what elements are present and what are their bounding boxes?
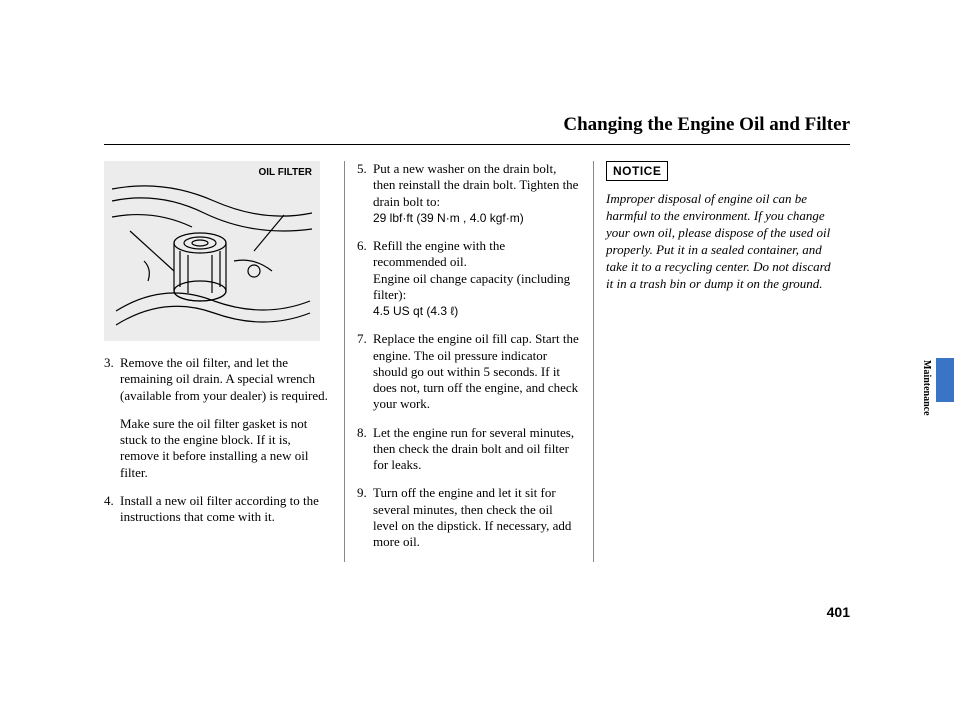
illustration-label: OIL FILTER — [258, 167, 312, 180]
step-spec: 4.5 US qt (4.3 ℓ) — [373, 304, 458, 318]
step-text: Install a new oil filter according to th… — [120, 493, 332, 526]
step-number: 3. — [104, 355, 120, 481]
step-8: 8. Let the engine run for several minute… — [357, 425, 581, 474]
step-text: Make sure the oil filter gasket is not s… — [120, 416, 332, 481]
oil-filter-illustration: OIL FILTER — [104, 161, 320, 341]
step-3: 3. Remove the oil filter, and let the re… — [104, 355, 332, 481]
step-body: Replace the engine oil fill cap. Start t… — [373, 331, 581, 412]
step-text: Turn off the engine and let it sit for s… — [373, 485, 571, 549]
step-body: Let the engine run for several minutes, … — [373, 425, 581, 474]
step-text: Refill the engine with the recommended o… — [373, 238, 570, 302]
step-5: 5. Put a new washer on the drain bolt, t… — [357, 161, 581, 226]
step-body: Install a new oil filter according to th… — [120, 493, 332, 526]
step-number: 9. — [357, 485, 373, 550]
column-2: 5. Put a new washer on the drain bolt, t… — [344, 161, 594, 562]
page-title: Changing the Engine Oil and Filter — [104, 114, 850, 145]
step-body: Refill the engine with the recommended o… — [373, 238, 581, 319]
step-number: 6. — [357, 238, 373, 319]
column-1: OIL FILTER — [104, 161, 344, 562]
section-label: Maintenance — [921, 360, 932, 416]
step-text: Replace the engine oil fill cap. Start t… — [373, 331, 579, 411]
notice-box: NOTICE — [606, 161, 668, 181]
step-body: Remove the oil filter, and let the remai… — [120, 355, 332, 481]
step-body: Put a new washer on the drain bolt, then… — [373, 161, 581, 226]
page-number: 401 — [827, 604, 850, 620]
oil-filter-svg — [104, 161, 320, 341]
step-4: 4. Install a new oil filter according to… — [104, 493, 332, 526]
step-body: Turn off the engine and let it sit for s… — [373, 485, 581, 550]
content-columns: OIL FILTER — [104, 161, 850, 562]
step-7: 7. Replace the engine oil fill cap. Star… — [357, 331, 581, 412]
step-number: 7. — [357, 331, 373, 412]
notice-label: NOTICE — [613, 164, 661, 178]
section-tab — [936, 358, 954, 402]
step-number: 4. — [104, 493, 120, 526]
step-number: 8. — [357, 425, 373, 474]
step-9: 9. Turn off the engine and let it sit fo… — [357, 485, 581, 550]
step-text: Put a new washer on the drain bolt, then… — [373, 161, 578, 209]
step-spec: 29 lbf·ft (39 N·m , 4.0 kgf·m) — [373, 211, 524, 225]
column-3: NOTICE Improper disposal of engine oil c… — [594, 161, 838, 562]
step-number: 5. — [357, 161, 373, 226]
notice-paragraph: Improper disposal of engine oil can be h… — [606, 191, 838, 292]
step-text: Let the engine run for several minutes, … — [373, 425, 574, 473]
step-6: 6. Refill the engine with the recommende… — [357, 238, 581, 319]
step-text: Remove the oil filter, and let the remai… — [120, 355, 332, 404]
